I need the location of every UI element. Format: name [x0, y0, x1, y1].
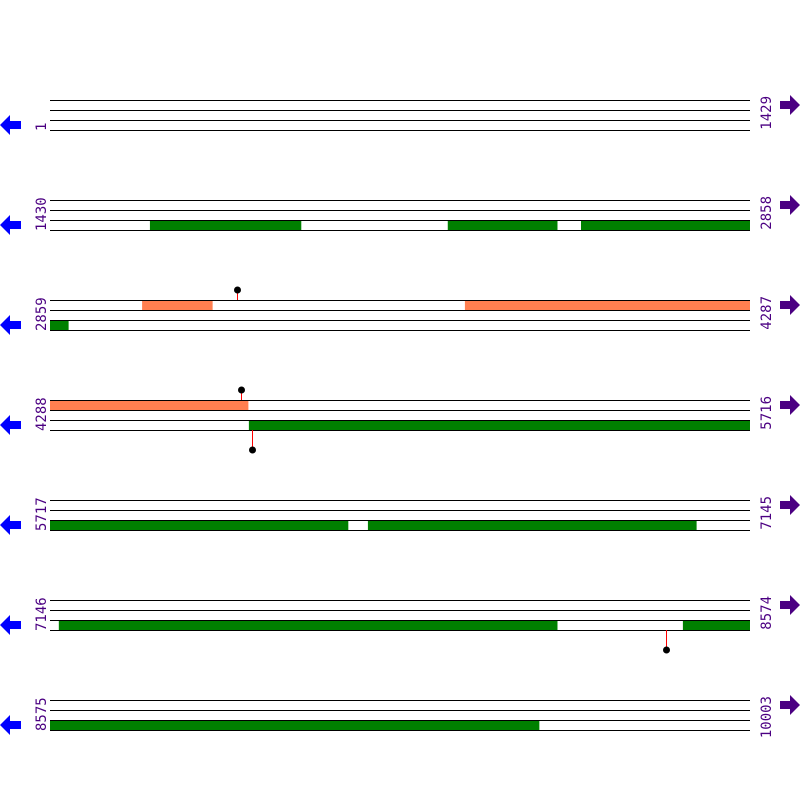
- cds-feature: [50, 520, 349, 530]
- marker-dot: [663, 646, 670, 654]
- row-end-label: 8574: [759, 596, 775, 630]
- arrow-left-icon[interactable]: [0, 115, 21, 135]
- cds-feature: [50, 720, 540, 730]
- sequence-row: 1 1429: [0, 95, 800, 135]
- arrow-right-icon[interactable]: [780, 395, 800, 415]
- cds-feature: [367, 520, 697, 530]
- row-start-label: 4288: [34, 397, 50, 431]
- row-end-label: 7145: [759, 496, 775, 530]
- cds-feature: [50, 320, 69, 330]
- marker-dot: [249, 446, 256, 454]
- sequence-row: 5717 7145: [0, 495, 800, 535]
- sequence-row: 7146 8574: [0, 595, 800, 654]
- cds-feature: [581, 220, 750, 230]
- arrow-right-icon[interactable]: [780, 595, 800, 615]
- arrow-right-icon[interactable]: [780, 95, 800, 115]
- row-start-label: 1: [34, 123, 50, 131]
- arrow-left-icon[interactable]: [0, 415, 21, 435]
- cds-feature: [149, 220, 302, 230]
- row-end-label: 1429: [759, 96, 775, 130]
- arrow-left-icon[interactable]: [0, 315, 21, 335]
- arrow-left-icon[interactable]: [0, 515, 21, 535]
- row-start-label: 8575: [34, 697, 50, 731]
- arrow-right-icon[interactable]: [780, 195, 800, 215]
- arrow-right-icon[interactable]: [780, 495, 800, 515]
- row-start-label: 5717: [34, 497, 50, 531]
- arrow-right-icon[interactable]: [780, 695, 800, 715]
- row-start-label: 7146: [34, 597, 50, 631]
- region-feature: [464, 300, 750, 310]
- marker-dot: [234, 286, 241, 294]
- arrow-left-icon[interactable]: [0, 615, 21, 635]
- cds-feature: [447, 220, 558, 230]
- sequence-row: 4288 5716: [0, 386, 800, 454]
- arrow-right-icon[interactable]: [780, 295, 800, 315]
- cds-feature: [248, 420, 750, 430]
- arrow-left-icon[interactable]: [0, 715, 21, 735]
- cds-feature: [58, 620, 558, 630]
- row-end-label: 5716: [759, 396, 775, 430]
- arrow-left-icon[interactable]: [0, 215, 21, 235]
- row-start-label: 1430: [34, 197, 50, 231]
- region-feature: [142, 300, 213, 310]
- sequence-row: 2859 4287: [0, 286, 800, 335]
- row-end-label: 2858: [759, 196, 775, 230]
- sequence-row: 1430 2858: [0, 195, 800, 235]
- sequence-row: 8575 10003: [0, 695, 800, 738]
- cds-feature: [682, 620, 750, 630]
- region-feature: [50, 400, 249, 410]
- marker-dot: [238, 386, 245, 394]
- row-end-label: 4287: [759, 296, 775, 330]
- row-end-label: 10003: [759, 696, 775, 738]
- row-start-label: 2859: [34, 297, 50, 331]
